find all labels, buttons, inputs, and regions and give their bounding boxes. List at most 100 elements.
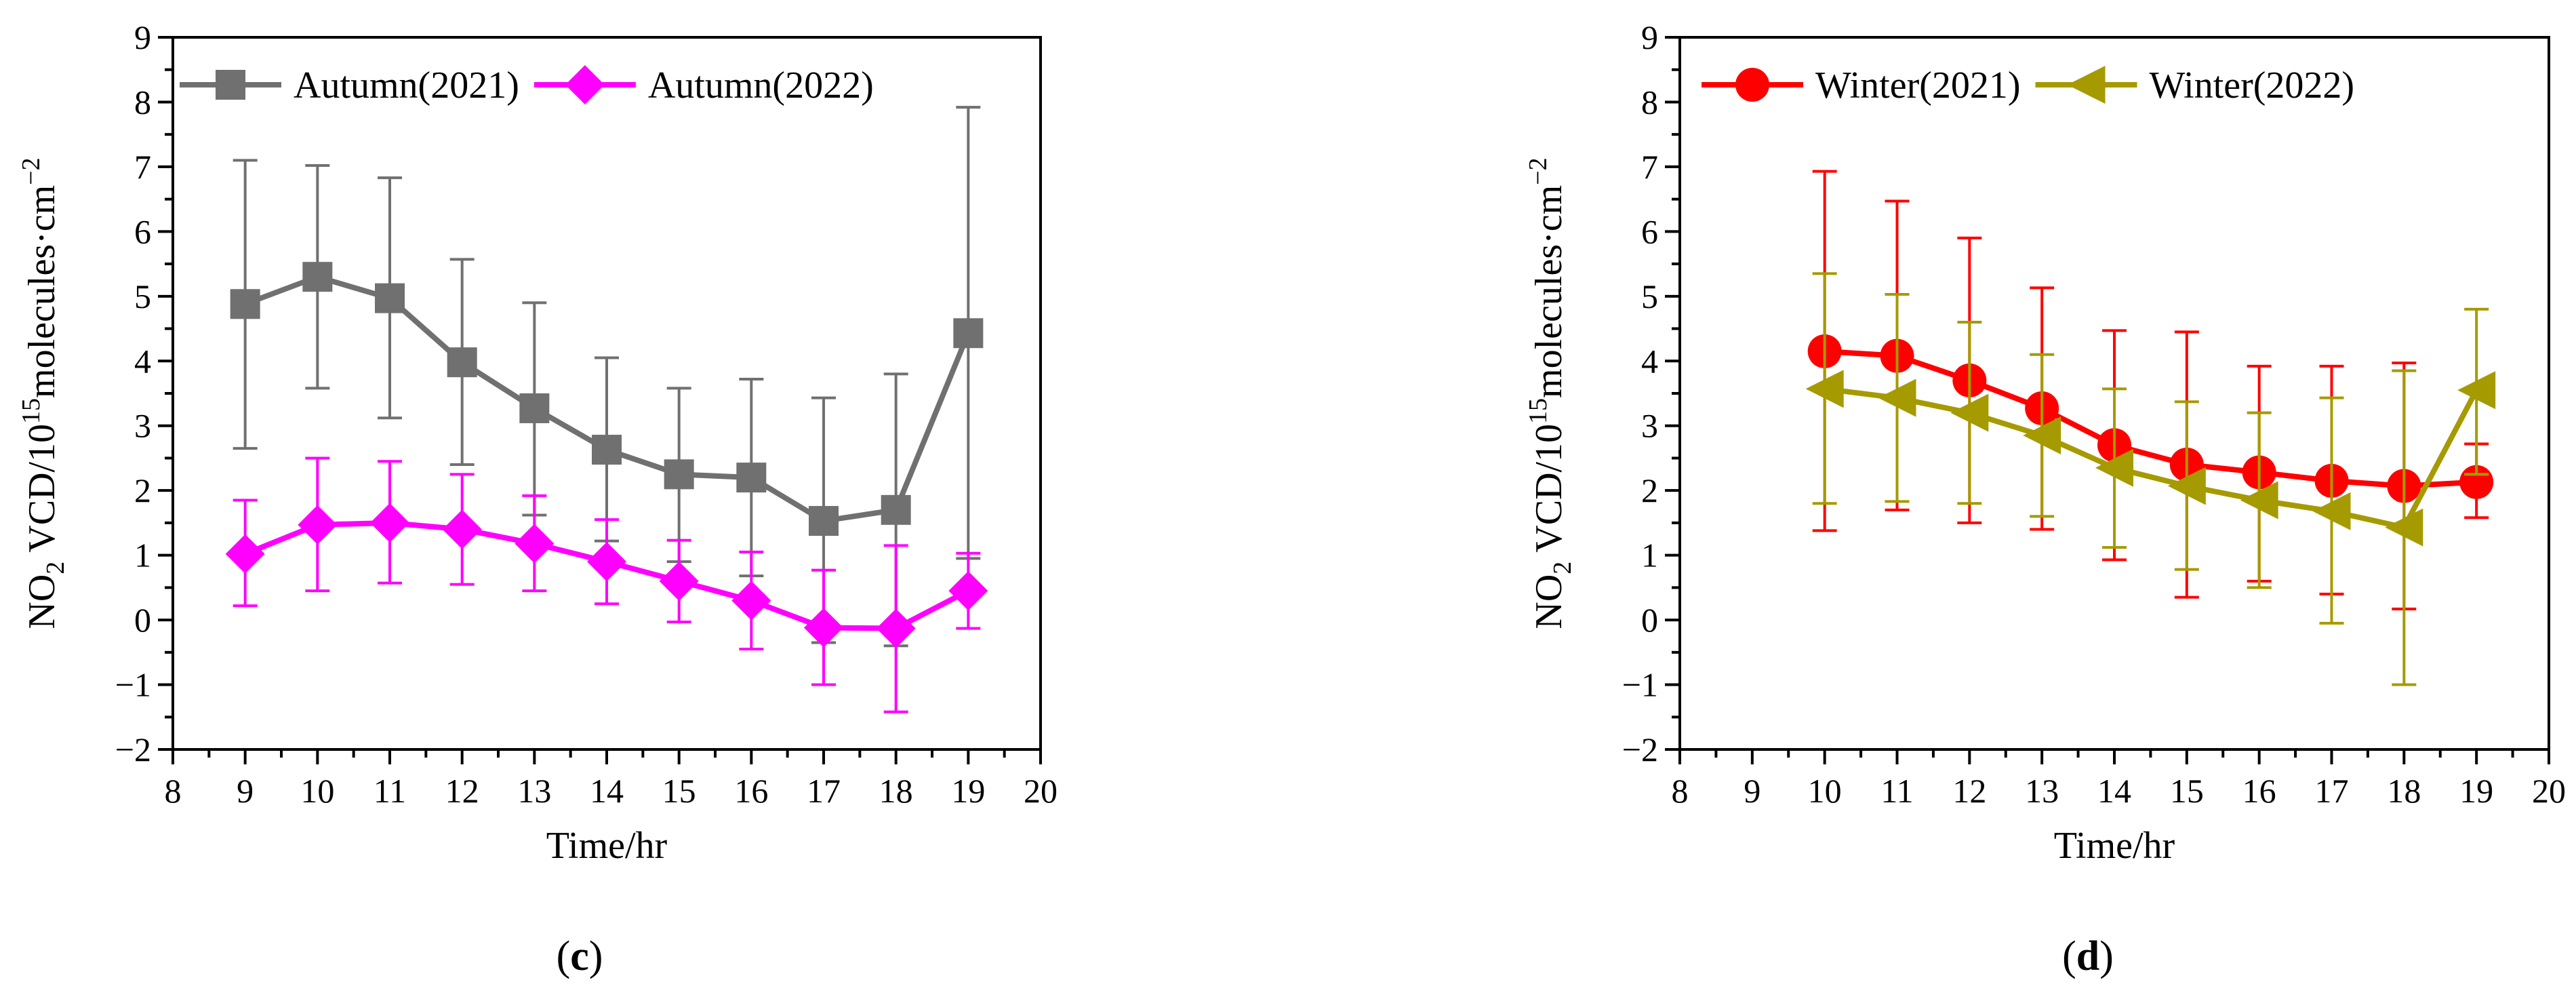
x-tick-label-d: 19 xyxy=(2459,772,2493,810)
legend-c: Autumn(2021) Autumn(2022) xyxy=(180,64,874,106)
data-point-d-1 xyxy=(1950,393,1989,432)
y-tick-label-d: 9 xyxy=(1641,18,1658,56)
legend-marker-d-0 xyxy=(1735,68,1769,102)
y-tick-label-c: 4 xyxy=(134,342,151,380)
legend-label-d-0: Winter(2021) xyxy=(1815,64,2021,106)
x-tick-label-c: 14 xyxy=(590,772,624,810)
y-tick-label-d: −2 xyxy=(1622,730,1658,768)
y-axis-title-part-c: 2 xyxy=(41,562,70,574)
series-line-d-0 xyxy=(1824,348,2477,489)
y-tick-label-d: 5 xyxy=(1641,277,1658,315)
caption-d: (d) xyxy=(2062,933,2114,979)
x-tick-label-c: 17 xyxy=(807,772,841,810)
y-axis-title-part-d: 15 xyxy=(1524,398,1552,424)
x-tick-label-d: 10 xyxy=(1808,772,1842,810)
data-point-c-1 xyxy=(876,608,916,648)
caption-open-d: ( xyxy=(2062,933,2076,979)
data-point-c-0 xyxy=(809,506,839,536)
y-tick-label-c: 7 xyxy=(134,148,151,186)
legend-marker-d-1 xyxy=(2067,66,2106,104)
x-tick-label-d: 14 xyxy=(2097,772,2131,810)
y-tick-label-d: 7 xyxy=(1641,148,1658,186)
caption-letter-c: c xyxy=(570,933,589,979)
y-tick-label-c: 0 xyxy=(134,601,151,639)
y-axis-title-c: NO2 VCD/1015molecules·cm−2 xyxy=(17,157,70,629)
x-tick-label-d: 11 xyxy=(1880,772,1913,810)
y-tick-label-d: 8 xyxy=(1641,83,1658,121)
data-point-d-1 xyxy=(2240,481,2278,520)
y-tick-label-c: 3 xyxy=(134,407,151,445)
x-tick-label-c: 19 xyxy=(951,772,985,810)
data-point-c-0 xyxy=(736,463,767,493)
x-tick-label-d: 13 xyxy=(2025,772,2059,810)
x-tick-label-c: 13 xyxy=(517,772,551,810)
y-tick-label-d: 3 xyxy=(1641,407,1658,445)
x-tick-label-d: 17 xyxy=(2315,772,2349,810)
y-axis-title-part-d: 2 xyxy=(1548,562,1577,574)
x-tick-label-d: 12 xyxy=(1952,772,1986,810)
x-axis-title-d: Time/hr xyxy=(2054,825,2175,867)
series-d-1 xyxy=(1805,272,2496,686)
series-c-0 xyxy=(230,106,984,648)
y-axis-title-part-c: molecules·cm xyxy=(21,185,63,398)
x-tick-label-c: 10 xyxy=(300,772,334,810)
x-tick-label-c: 15 xyxy=(662,772,696,810)
y-axis-title-part-c: NO xyxy=(21,574,63,629)
y-axis-title-part-d: molecules·cm xyxy=(1528,185,1570,398)
data-point-d-1 xyxy=(1805,370,1844,408)
series-line-d-1 xyxy=(1824,386,2479,530)
data-point-c-0 xyxy=(230,289,260,319)
legend-marker-c-1 xyxy=(565,65,605,104)
data-point-c-1 xyxy=(587,542,626,582)
data-point-c-0 xyxy=(953,318,984,349)
data-point-c-1 xyxy=(298,505,338,545)
data-point-d-1 xyxy=(1878,378,1916,417)
data-point-d-1 xyxy=(2457,371,2496,410)
caption-close-d: ) xyxy=(2099,933,2114,979)
x-axis-title-c: Time/hr xyxy=(546,825,668,867)
x-tick-label-d: 15 xyxy=(2170,772,2204,810)
y-tick-label-d: 2 xyxy=(1641,471,1658,509)
legend-label-c-0: Autumn(2021) xyxy=(294,64,519,106)
y-tick-label-c: −1 xyxy=(115,666,151,704)
legend-marker-c-0 xyxy=(216,70,245,100)
y-tick-label-c: 5 xyxy=(134,277,151,315)
data-point-d-1 xyxy=(2095,448,2133,487)
data-point-c-1 xyxy=(225,534,265,574)
y-tick-label-c: 8 xyxy=(134,83,151,121)
data-point-c-1 xyxy=(948,571,988,611)
data-point-c-0 xyxy=(302,262,333,292)
data-point-c-1 xyxy=(515,524,555,564)
data-point-c-0 xyxy=(519,393,550,423)
x-tick-label-c: 18 xyxy=(879,772,913,810)
chart-c: 8 9 10 11 12 13 14 15 16 17 18 19 20−2−10123456789Ti… xyxy=(17,18,1058,979)
x-tick-label-c: 11 xyxy=(374,772,406,810)
y-axis-title-d: NO2 VCD/1015molecules·cm−2 xyxy=(1524,157,1577,629)
data-point-c-1 xyxy=(442,509,482,549)
caption-c: (c) xyxy=(557,933,603,979)
legend-label-c-1: Autumn(2022) xyxy=(648,64,874,106)
series-c-1 xyxy=(225,456,988,713)
x-tick-label-c: 9 xyxy=(237,772,254,810)
data-point-c-1 xyxy=(659,561,699,601)
legend-d: Winter(2021) Winter(2022) xyxy=(1702,64,2354,106)
y-tick-label-c: 1 xyxy=(134,536,151,574)
x-tick-label-c: 20 xyxy=(1024,772,1058,810)
y-tick-label-c: 6 xyxy=(134,212,151,250)
data-point-c-0 xyxy=(447,347,477,378)
data-point-c-0 xyxy=(375,283,405,313)
x-tick-label-d: 20 xyxy=(2532,772,2566,810)
y-tick-label-c: 9 xyxy=(134,18,151,56)
legend-label-d-1: Winter(2022) xyxy=(2150,64,2355,106)
data-point-c-0 xyxy=(664,459,694,490)
y-tick-label-d: 0 xyxy=(1641,601,1658,639)
x-tick-label-c: 8 xyxy=(165,772,182,810)
caption-letter-d: d xyxy=(2076,933,2099,979)
caption-close-c: ) xyxy=(589,933,603,979)
x-tick-label-d: 8 xyxy=(1672,772,1689,810)
y-axis-title-part-c: VCD/10 xyxy=(21,424,63,562)
y-axis-title-part-d: VCD/10 xyxy=(1528,424,1570,562)
data-point-c-1 xyxy=(370,503,409,543)
y-axis-title-part-d: −2 xyxy=(1524,157,1552,184)
data-point-c-0 xyxy=(881,494,911,525)
